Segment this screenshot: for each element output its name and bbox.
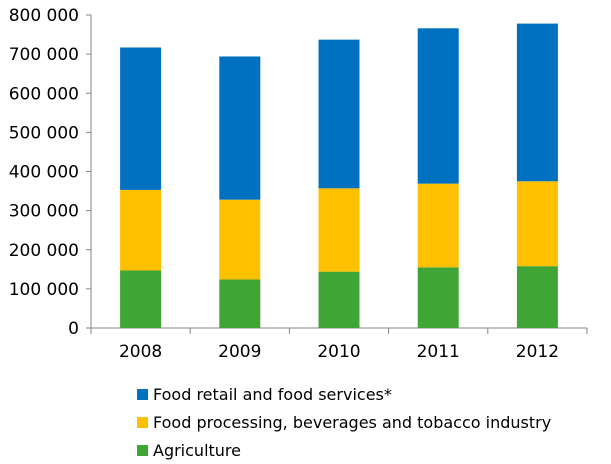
bar-food-processing-beverages-and-tobacco-industry-2010: [318, 188, 360, 272]
bar-food-retail-and-food-services-2012: [516, 23, 558, 182]
y-tick-label: 800 000: [9, 6, 79, 26]
x-tick-label-2012: 2012: [516, 342, 559, 362]
y-tick-label: 0: [68, 319, 79, 339]
y-tick-label: 200 000: [9, 241, 79, 261]
bar-food-processing-beverages-and-tobacco-industry-2008: [120, 189, 162, 271]
bar-food-processing-beverages-and-tobacco-industry-2012: [516, 181, 558, 267]
bars: [120, 23, 558, 328]
y-tick-label: 100 000: [9, 280, 79, 300]
legend-label-food-retail: Food retail and food services*: [153, 384, 392, 404]
legend-item-agriculture: Agriculture: [137, 436, 551, 464]
bar-agriculture-2008: [120, 270, 162, 328]
x-tick-label-2009: 2009: [218, 342, 261, 362]
legend-swatch-food-retail: [137, 388, 148, 400]
y-tick-label: 700 000: [9, 45, 79, 65]
bar-agriculture-2012: [516, 266, 558, 328]
axis-labels: 0 100 000 200 000 300 000 400 000 500 000 600 …: [9, 6, 559, 362]
bar-food-retail-and-food-services-2008: [120, 47, 162, 190]
legend-swatch-agriculture: [137, 444, 148, 456]
bar-agriculture-2009: [219, 279, 261, 328]
stacked-bar-chart: 0 100 000 200 000 300 000 400 000 500 000 600 …: [9, 6, 588, 362]
bar-agriculture-2010: [318, 271, 360, 328]
legend-item-food-processing: Food processing, beverages and tobacco i…: [137, 408, 551, 436]
bar-food-retail-and-food-services-2010: [318, 39, 360, 189]
legend-label-food-processing: Food processing, beverages and tobacco i…: [153, 412, 552, 432]
x-tick-label-2011: 2011: [417, 342, 460, 362]
y-tick-label: 300 000: [9, 202, 79, 222]
bar-food-processing-beverages-and-tobacco-industry-2011: [417, 183, 459, 268]
y-tick-label: 500 000: [9, 123, 79, 143]
legend-item-food-retail: Food retail and food services*: [137, 380, 551, 408]
bar-food-retail-and-food-services-2009: [219, 56, 261, 200]
bar-food-processing-beverages-and-tobacco-industry-2009: [219, 199, 261, 280]
legend: Food retail and food services* Food proc…: [137, 380, 551, 464]
x-tick-label-2008: 2008: [119, 342, 162, 362]
y-tick-label: 600 000: [9, 84, 79, 104]
axes: [86, 14, 588, 334]
y-tick-label: 400 000: [9, 163, 79, 183]
legend-label-agriculture: Agriculture: [153, 440, 241, 460]
bar-food-retail-and-food-services-2011: [417, 28, 459, 184]
x-tick-label-2010: 2010: [317, 342, 360, 362]
bar-agriculture-2011: [417, 267, 459, 328]
legend-swatch-food-processing: [137, 416, 148, 428]
